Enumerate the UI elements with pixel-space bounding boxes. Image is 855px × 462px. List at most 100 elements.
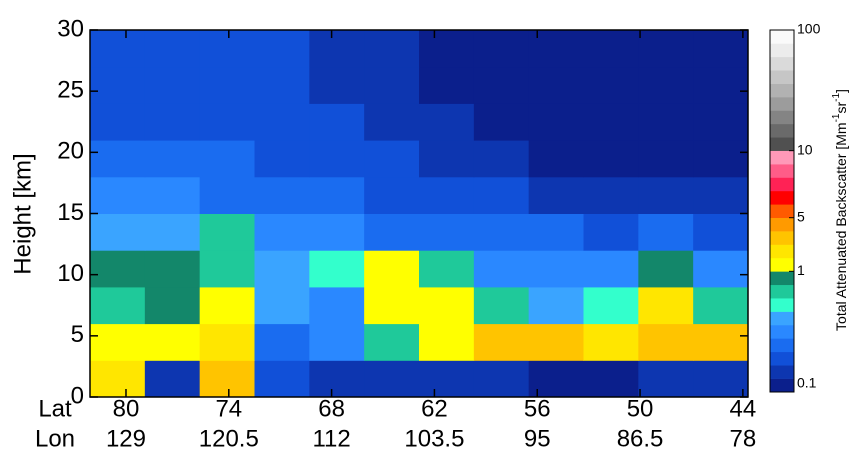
colorbar-tick-label: 5 xyxy=(797,208,805,224)
heatmap-cell xyxy=(255,30,310,67)
y-tick-label: 30 xyxy=(57,15,84,42)
colorbar-band xyxy=(770,70,794,84)
colorbar-band xyxy=(770,151,794,165)
heatmap-cell xyxy=(474,250,529,287)
colorbar-band xyxy=(770,218,794,232)
heatmap-cell xyxy=(474,67,529,104)
heatmap-cell xyxy=(474,324,529,361)
heatmap-cell xyxy=(200,214,255,251)
heatmap-cell xyxy=(145,103,200,140)
x-tick-label: 62 xyxy=(421,395,448,422)
heatmap-cell xyxy=(584,177,639,214)
heatmap-cell xyxy=(200,140,255,177)
heatmap-cell xyxy=(145,360,200,397)
heatmap-cell xyxy=(419,214,474,251)
heatmap-cell xyxy=(638,324,693,361)
heatmap-cell xyxy=(200,103,255,140)
heatmap-cell xyxy=(419,360,474,397)
heatmap-cell xyxy=(90,140,145,177)
heatmap-cell xyxy=(200,324,255,361)
heatmap-cell xyxy=(584,250,639,287)
heatmap-cell xyxy=(145,324,200,361)
heatmap-cell xyxy=(693,67,748,104)
heatmap-cell xyxy=(584,30,639,67)
colorbar-band xyxy=(770,57,794,71)
y-tick-label: 20 xyxy=(57,138,84,165)
heatmap-cell xyxy=(364,250,419,287)
colorbar-band xyxy=(770,298,794,312)
heatmap-cell xyxy=(255,214,310,251)
x-tick-label: 74 xyxy=(215,395,242,422)
heatmap-cell xyxy=(364,214,419,251)
heatmap-cell xyxy=(529,324,584,361)
heatmap-cell xyxy=(364,103,419,140)
heatmap-cell xyxy=(90,250,145,287)
colorbar-tick-label: 100 xyxy=(797,21,821,37)
colorbar-band xyxy=(770,204,794,218)
x2-tick-label: 112 xyxy=(312,425,350,452)
heatmap-cell xyxy=(309,250,364,287)
x2-tick-label: 103.5 xyxy=(404,425,464,452)
heatmap-cell xyxy=(584,103,639,140)
heatmap-cell xyxy=(145,30,200,67)
heatmap-cell xyxy=(419,324,474,361)
colorbar-band xyxy=(770,30,794,44)
heatmap-cell xyxy=(529,287,584,324)
x2-tick-label: 95 xyxy=(524,425,551,452)
heatmap-cell xyxy=(200,360,255,397)
heatmap-cell xyxy=(309,177,364,214)
heatmap-cell xyxy=(364,324,419,361)
heatmap-cell xyxy=(255,103,310,140)
heatmap-cell xyxy=(200,250,255,287)
colorbar-band xyxy=(770,97,794,111)
colorbar-label-part: ] xyxy=(833,89,849,93)
colorbar-band xyxy=(770,352,794,366)
heatmap-cell xyxy=(638,177,693,214)
heatmap-cell xyxy=(90,360,145,397)
heatmap-cell xyxy=(255,324,310,361)
heatmap-cell xyxy=(474,214,529,251)
heatmap-cell xyxy=(364,177,419,214)
colorbar-band xyxy=(770,164,794,178)
heatmap-cell xyxy=(255,140,310,177)
x-tick-label: 80 xyxy=(113,395,140,422)
heatmap-cell xyxy=(638,30,693,67)
heatmap-cell xyxy=(638,360,693,397)
heatmap-cell xyxy=(638,250,693,287)
heatmap-cell xyxy=(529,177,584,214)
heatmap-cell xyxy=(693,103,748,140)
heatmap-cell xyxy=(529,67,584,104)
x-tick-label: 44 xyxy=(730,395,757,422)
heatmap-cell xyxy=(255,177,310,214)
colorbar-band xyxy=(770,84,794,98)
x2-tick-label: 129 xyxy=(106,425,146,452)
colorbar-tick-label: 1 xyxy=(797,262,805,278)
x-tick-label: 50 xyxy=(627,395,654,422)
heatmap-cell xyxy=(309,103,364,140)
colorbar-band xyxy=(770,379,794,393)
colorbar-band xyxy=(770,312,794,326)
heatmap-cell xyxy=(693,250,748,287)
colorbar-band xyxy=(770,258,794,272)
heatmap-cell xyxy=(638,214,693,251)
heatmap-cell xyxy=(309,214,364,251)
heatmap-cell xyxy=(693,214,748,251)
y-tick-label: 0 xyxy=(71,382,84,409)
heatmap-cell xyxy=(474,140,529,177)
x2-tick-label: 120.5 xyxy=(199,425,259,452)
colorbar-band xyxy=(770,325,794,339)
colorbar-label: Total Attenuated Backscatter [Mm-1sr-1] xyxy=(831,89,849,331)
heatmap-cell xyxy=(529,250,584,287)
heatmap-cell xyxy=(419,177,474,214)
heatmap-cell xyxy=(255,250,310,287)
y-axis-label: Height [km] xyxy=(9,153,36,274)
heatmap-cell xyxy=(693,360,748,397)
heatmap-cell xyxy=(145,287,200,324)
heatmap-cell xyxy=(474,30,529,67)
y-tick-label: 25 xyxy=(57,77,84,104)
heatmap-cell xyxy=(309,324,364,361)
heatmap-cell xyxy=(474,360,529,397)
y-tick-label: 5 xyxy=(71,321,84,348)
colorbar-band xyxy=(770,177,794,191)
heatmap-cell xyxy=(693,30,748,67)
